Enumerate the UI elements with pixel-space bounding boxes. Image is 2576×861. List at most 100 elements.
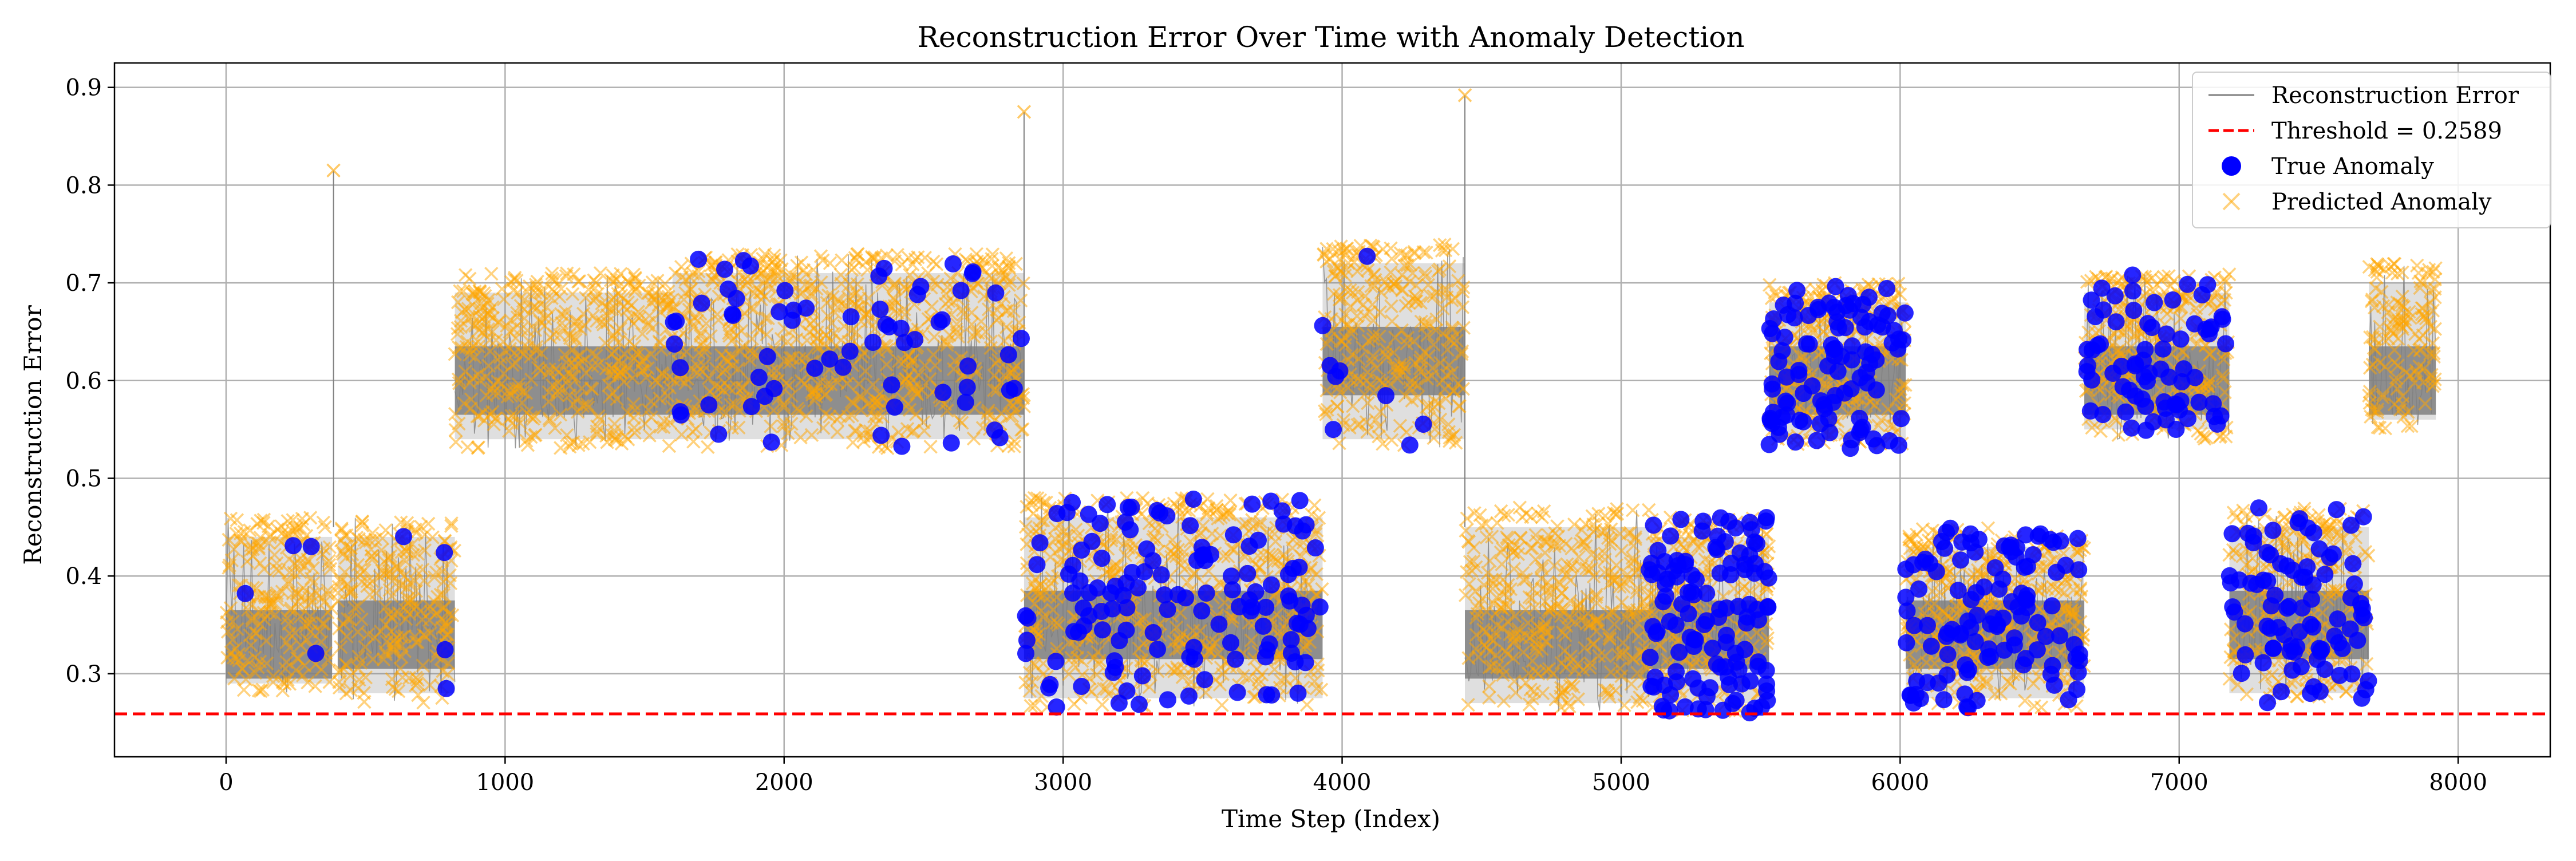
true-anomaly-point — [1969, 607, 1986, 624]
true-anomaly-point — [438, 680, 455, 697]
true-anomaly-point — [735, 252, 752, 269]
true-anomaly-point — [1018, 632, 1036, 649]
true-anomaly-point — [303, 538, 320, 555]
true-anomaly-point — [1644, 618, 1661, 635]
true-anomaly-point — [1111, 632, 1128, 649]
true-anomaly-point — [1764, 381, 1781, 398]
true-anomaly-point — [1017, 607, 1034, 625]
true-anomaly-point — [1852, 421, 1870, 438]
true-anomaly-point — [1976, 578, 1993, 595]
true-anomaly-point — [671, 359, 689, 376]
true-anomaly-point — [1742, 673, 1759, 690]
true-anomaly-point — [893, 438, 910, 455]
true-anomaly-point — [878, 316, 895, 333]
true-anomaly-point — [886, 398, 903, 416]
true-anomaly-point — [2018, 587, 2036, 604]
true-anomaly-point — [1996, 642, 2013, 659]
true-anomaly-point — [1259, 641, 1276, 658]
true-anomaly-point — [1758, 509, 1775, 526]
true-anomaly-point — [1996, 538, 2013, 555]
true-anomaly-point — [2003, 593, 2020, 610]
true-anomaly-point — [1958, 664, 1976, 681]
true-anomaly-point — [1250, 532, 1267, 549]
true-anomaly-point — [1401, 436, 1419, 453]
true-anomaly-point — [2123, 420, 2140, 437]
true-anomaly-point — [2044, 597, 2061, 614]
true-anomaly-point — [1897, 305, 1914, 322]
true-anomaly-point — [2044, 657, 2061, 674]
true-anomaly-point — [1263, 576, 1280, 594]
true-anomaly-point — [1159, 691, 1176, 708]
true-anomaly-point — [1787, 295, 1804, 312]
true-anomaly-point — [1935, 691, 1953, 708]
true-anomaly-point — [2029, 641, 2046, 658]
true-anomaly-point — [1111, 694, 1128, 712]
true-anomaly-point — [776, 282, 793, 299]
true-anomaly-point — [1001, 382, 1018, 399]
true-anomaly-point — [1177, 589, 1194, 606]
true-anomaly-point — [1672, 511, 1689, 528]
true-anomaly-point — [1186, 639, 1203, 656]
true-anomaly-point — [1837, 319, 1854, 336]
true-anomaly-point — [1698, 612, 1715, 629]
true-anomaly-point — [1759, 598, 1776, 615]
true-anomaly-point — [1951, 626, 1969, 643]
true-anomaly-point — [2060, 691, 2077, 708]
true-anomaly-point — [1263, 686, 1280, 704]
true-anomaly-point — [1060, 566, 1077, 583]
true-anomaly-point — [1795, 385, 1812, 402]
true-anomaly-point — [1210, 615, 1227, 633]
true-anomaly-point — [1255, 618, 1272, 635]
true-anomaly-point — [1727, 519, 1744, 536]
true-anomaly-point — [1741, 547, 1759, 564]
true-anomaly-point — [765, 380, 783, 397]
true-anomaly-point — [1709, 528, 1726, 545]
true-anomaly-point — [1415, 416, 1432, 433]
true-anomaly-point — [2025, 546, 2042, 563]
true-anomaly-point — [1661, 613, 1678, 630]
true-anomaly-point — [1979, 649, 1996, 666]
true-anomaly-point — [1897, 589, 1914, 606]
true-anomaly-point — [1770, 419, 1787, 436]
true-anomaly-point — [1923, 638, 1940, 655]
true-anomaly-point — [759, 348, 776, 365]
true-anomaly-point — [1953, 534, 1970, 551]
true-anomaly-point — [883, 376, 900, 393]
true-anomaly-point — [693, 295, 710, 312]
true-anomaly-point — [1777, 393, 1795, 410]
true-anomaly-point — [1668, 663, 1685, 680]
true-anomaly-point — [1830, 363, 1847, 380]
true-anomaly-point — [841, 343, 859, 360]
true-anomaly-point — [1844, 295, 1862, 312]
true-anomaly-point — [1081, 584, 1098, 601]
true-anomaly-point — [1224, 581, 1241, 598]
true-anomaly-point — [1906, 617, 1923, 634]
true-anomaly-point — [1193, 602, 1210, 619]
true-anomaly-point — [1950, 582, 1967, 599]
true-anomaly-point — [2069, 530, 2087, 547]
true-anomaly-point — [2217, 335, 2234, 353]
true-anomaly-point — [1307, 539, 1324, 556]
true-anomaly-point — [1728, 654, 1745, 671]
true-anomaly-point — [835, 359, 852, 376]
true-anomaly-point — [1890, 437, 1907, 454]
true-anomaly-point — [959, 379, 976, 396]
true-anomaly-point — [906, 331, 923, 348]
true-anomaly-point — [1227, 651, 1244, 668]
true-anomaly-point — [2124, 267, 2141, 284]
true-anomaly-point — [1040, 680, 1057, 697]
true-anomaly-point — [1642, 678, 1660, 695]
true-anomaly-point — [806, 360, 823, 377]
true-anomaly-point — [1812, 392, 1830, 409]
true-anomaly-point — [1358, 248, 1376, 265]
true-anomaly-point — [436, 544, 453, 561]
true-anomaly-point — [1129, 579, 1147, 597]
true-anomaly-point — [2051, 627, 2068, 645]
true-anomaly-point — [1798, 335, 1815, 353]
true-anomaly-point — [285, 537, 302, 554]
true-anomaly-point — [1836, 385, 1853, 402]
true-anomaly-point — [1655, 701, 1672, 718]
true-anomaly-point — [1662, 527, 1679, 544]
true-anomaly-point — [1298, 516, 1315, 534]
